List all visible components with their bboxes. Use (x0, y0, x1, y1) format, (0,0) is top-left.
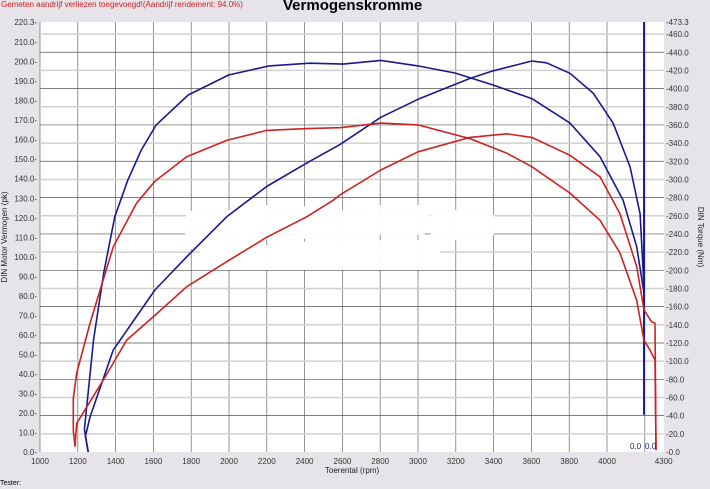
x-tick-label: 2600 (334, 457, 352, 466)
x-tick-label: 3600 (523, 457, 541, 466)
right-tick-label: -420.0 (666, 66, 689, 75)
right-tick-label: -340.0 (666, 139, 689, 148)
x-tick-label: 2200 (258, 457, 276, 466)
left-tick-label: 160.0- (14, 136, 37, 145)
right-tick-label: -380.0 (666, 103, 689, 112)
right-axis-label: DIN Torque (Nm) (696, 207, 705, 268)
right-tick-label: -120.0 (666, 339, 689, 348)
left-tick-label: 200.0- (14, 58, 37, 67)
right-tick-label: -180.0 (666, 284, 689, 293)
right-tick-label: -0.0 (666, 448, 680, 457)
x-axis-label: Toerental (rpm) (325, 466, 380, 475)
watermark-mask (240, 205, 310, 240)
left-tick-label: 220.3- (14, 18, 37, 27)
right-tick-label: -220.0 (666, 248, 689, 257)
left-tick-label: 180.0- (14, 97, 37, 106)
x-tick-label: 1600 (145, 457, 163, 466)
left-tick-label: 0.0- (23, 448, 37, 457)
right-tick-label: -473.3 (666, 18, 689, 27)
chart-title: Vermogenskromme (283, 0, 423, 14)
end-value-label: 0.0 (630, 442, 642, 451)
left-tick-label: 20.0- (19, 409, 38, 418)
left-tick-label: 50.0- (19, 350, 38, 359)
watermark-mask (300, 210, 380, 240)
series-line-4 (74, 133, 657, 451)
x-tick-label: 4300 (655, 457, 673, 466)
right-tick-label: -160.0 (666, 303, 689, 312)
watermark-mask (430, 210, 495, 240)
right-tick-label: -400.0 (666, 85, 689, 94)
left-tick-label: 30.0- (19, 389, 38, 398)
right-tick-label: -280.0 (666, 194, 689, 203)
left-tick-label: 190.0- (14, 77, 37, 86)
right-tick-label: -40.0 (666, 412, 685, 421)
x-tick-label: 3200 (447, 457, 465, 466)
x-tick-label: 2800 (371, 457, 389, 466)
x-tick-label: 3800 (560, 457, 578, 466)
watermark-mask (300, 240, 440, 270)
left-tick-label: 90.0- (19, 272, 38, 281)
left-tick-label: 150.0- (14, 155, 37, 164)
tester-label: Tester: (0, 480, 22, 487)
right-tick-label: -140.0 (666, 321, 689, 330)
left-tick-label: 80.0- (19, 292, 38, 301)
right-tick-label: -460.0 (666, 30, 689, 39)
left-tick-label: 120.0- (14, 214, 37, 223)
x-tick-label: 1200 (69, 457, 87, 466)
series-line-3 (72, 122, 657, 451)
right-tick-label: -260.0 (666, 212, 689, 221)
x-tick-label: 1800 (182, 457, 200, 466)
left-tick-label: 110.0- (15, 233, 37, 242)
right-tick-label: -60.0 (666, 393, 685, 402)
left-tick-label: 140.0- (14, 175, 37, 184)
right-tick-label: -200.0 (666, 266, 689, 275)
right-tick-label: -100.0 (666, 357, 689, 366)
right-tick-label: -360.0 (666, 121, 689, 130)
x-tick-label: 1000 (31, 457, 49, 466)
x-tick-label: 1400 (107, 457, 125, 466)
right-tick-label: -80.0 (666, 375, 685, 384)
left-tick-label: 210.0- (14, 38, 37, 47)
right-tick-label: -240.0 (666, 230, 689, 239)
left-tick-label: 100.0- (14, 253, 37, 262)
watermark-mask (370, 205, 430, 235)
series-line-1 (83, 59, 645, 453)
right-tick-label: -20.0 (666, 430, 685, 439)
x-tick-label: 2400 (296, 457, 314, 466)
right-tick-label: -440.0 (666, 48, 689, 57)
series-line-2 (84, 60, 645, 453)
x-tick-label: 3000 (409, 457, 427, 466)
left-tick-label: 170.0- (14, 116, 37, 125)
left-tick-label: 10.0- (19, 428, 38, 437)
x-tick-label: 3400 (485, 457, 503, 466)
end-value-label: 0.0 (645, 442, 657, 451)
left-axis-label: DIN Motor Vermogen (pk) (0, 191, 9, 282)
left-tick-label: 130.0- (14, 194, 37, 203)
left-tick-label: 40.0- (19, 370, 38, 379)
right-tick-label: -320.0 (666, 157, 689, 166)
x-tick-label: 2000 (220, 457, 238, 466)
drive-loss-note: Gemeten aandrijf verliezen toegevoegd!(A… (1, 0, 243, 9)
x-tick-label: 4000 (598, 457, 616, 466)
left-tick-label: 70.0- (19, 311, 38, 320)
right-tick-label: -300.0 (666, 175, 689, 184)
left-tick-label: 60.0- (19, 331, 38, 340)
